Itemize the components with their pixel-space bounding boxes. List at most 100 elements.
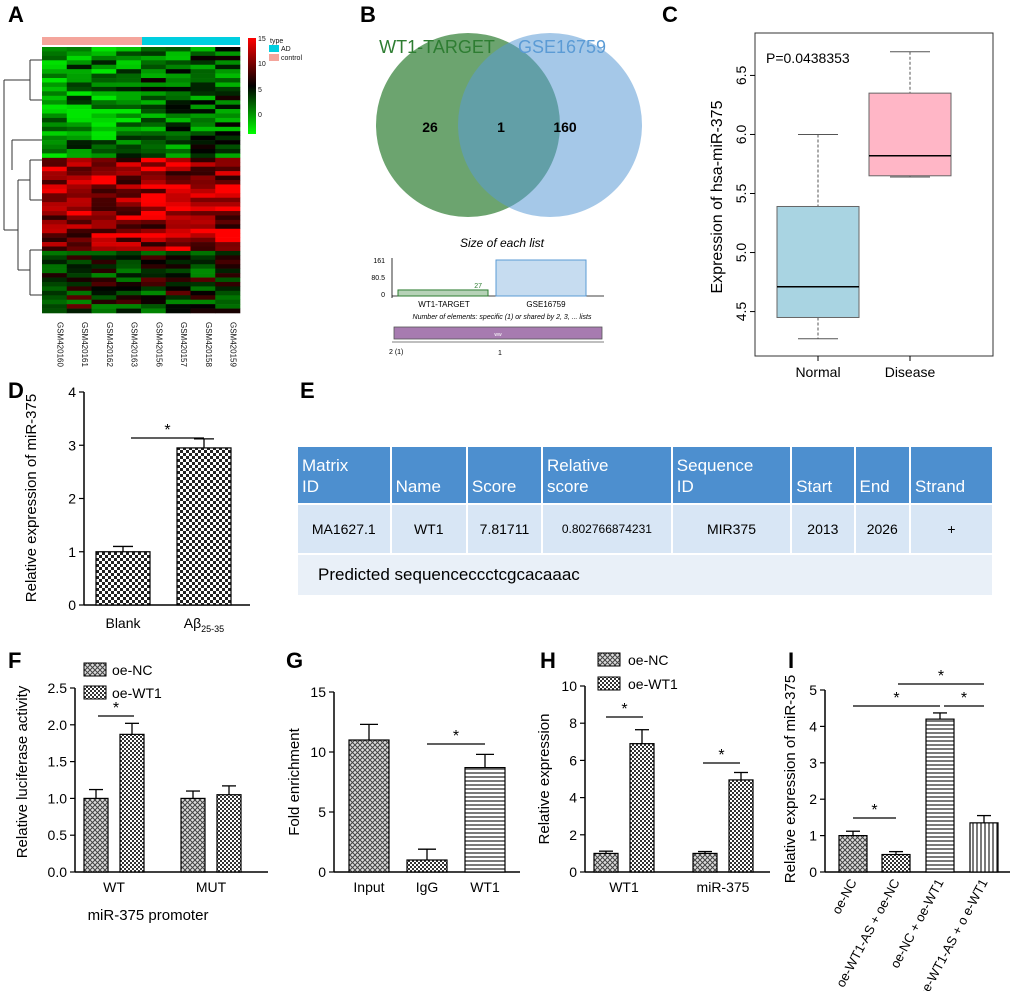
legend-swatch <box>597 652 621 667</box>
heatmap-cell <box>141 237 167 243</box>
heatmap-cell <box>190 100 216 105</box>
heatmap-cell <box>141 286 167 292</box>
heatmap-cell <box>165 273 191 278</box>
heatmap-cell <box>141 255 167 261</box>
y-tick-label: 0.0 <box>48 864 68 880</box>
heatmap-cell <box>141 273 167 278</box>
y-tick-label: 6.0 <box>733 125 749 145</box>
heatmap-cell <box>190 166 216 172</box>
bar-chart-f: 0.0 0.5 1.0 1.5 2.0 2.5 Relative luciferase ac… <box>14 662 268 924</box>
heatmap-cell <box>66 228 92 234</box>
heatmap-cell <box>42 126 68 132</box>
heatmap-cell <box>141 264 167 269</box>
sample-label: GSM420161 <box>80 322 89 367</box>
heatmap-cell <box>116 264 142 269</box>
heatmap-cell <box>141 104 167 110</box>
heatmap-cell <box>42 113 68 119</box>
panel-label-f: F <box>8 648 21 673</box>
heatmap-cell <box>141 144 167 150</box>
heatmap-cell <box>190 73 216 79</box>
th-end: End <box>855 447 912 503</box>
heatmap-cell <box>42 215 68 221</box>
y-tick-label: 3 <box>68 437 76 453</box>
heatmap-cell <box>190 295 216 300</box>
heatmap-cell <box>42 60 68 66</box>
heatmap-cell <box>215 162 241 167</box>
heatmap-cell <box>215 188 241 194</box>
heatmap-cell <box>215 264 241 269</box>
heatmap-cell <box>190 69 216 74</box>
heatmap-cell <box>165 180 191 185</box>
heatmap-cell <box>165 250 191 256</box>
heatmap-cell <box>190 86 216 92</box>
y-axis-label: Relative expression of miR-375 <box>782 675 799 883</box>
heatmap-cell <box>91 153 117 159</box>
heatmap-cell <box>190 273 216 278</box>
y-tick-label: 4 <box>809 718 817 734</box>
heatmap-cell <box>165 126 191 132</box>
heatmap-cell <box>66 100 92 105</box>
heatmap-cell <box>66 202 92 207</box>
scale-tick-5: 5 <box>258 87 262 94</box>
heatmap-cell <box>66 157 92 163</box>
heatmap-cell <box>141 197 167 203</box>
size-title: Size of each list <box>460 236 545 250</box>
heatmap-cell <box>91 290 117 296</box>
heatmap-cell <box>42 250 68 256</box>
heatmap-cell <box>116 308 142 314</box>
elements-bar-label: ww <box>494 332 502 338</box>
heatmap-cell <box>215 304 241 309</box>
x-tick-label: Input <box>353 879 384 895</box>
heatmap-cell <box>165 206 191 212</box>
y-tick-label: 4 <box>68 384 76 400</box>
heatmap-cell <box>66 64 92 70</box>
heatmap-cell <box>141 193 167 199</box>
y-axis-label: Relative luciferase activity <box>14 685 31 858</box>
heatmap-cell <box>165 69 191 74</box>
heatmap-cell <box>141 299 167 305</box>
y-tick-label: 0 <box>569 864 577 880</box>
heatmap-cell <box>165 82 191 88</box>
y-tick-label: 6.5 <box>733 65 749 85</box>
heatmap: GSM420160 GSM420161 GSM420162 GSM420163 GSM4… <box>3 36 302 367</box>
y-tick-label: 0 <box>318 864 326 880</box>
heatmap-cell <box>141 180 167 185</box>
heatmap-cell <box>66 224 92 230</box>
heatmap-cell <box>190 184 216 190</box>
heatmap-cell <box>190 104 216 110</box>
heatmap-cell <box>165 51 191 57</box>
heatmap-cell <box>190 286 216 292</box>
heatmap-cell <box>116 295 142 300</box>
elements-title: Number of elements: specific (1) or shar… <box>413 314 592 321</box>
heatmap-cell <box>165 197 191 203</box>
heatmap-cell <box>91 180 117 185</box>
heatmap-cell <box>116 304 142 309</box>
heatmap-cell <box>91 304 117 309</box>
heatmap-cell <box>116 131 142 136</box>
significance-star: * <box>621 701 627 718</box>
heatmap-cell <box>165 109 191 114</box>
heatmap-cell <box>141 78 167 83</box>
heatmap-cell <box>116 299 142 305</box>
bar <box>406 859 448 873</box>
heatmap-cell <box>66 286 92 292</box>
sample-label: GSM420156 <box>154 322 163 367</box>
heatmap-cell <box>215 117 241 123</box>
heatmap-cell <box>116 157 142 163</box>
y-tick-label: 2 <box>569 827 577 843</box>
bar-chart-g: 0 5 10 15 Fold enrichment Input IgG WT1 * <box>286 684 520 895</box>
heatmap-cell <box>116 215 142 221</box>
heatmap-cell <box>91 184 117 190</box>
heatmap-cell <box>42 47 68 52</box>
heatmap-cell <box>116 166 142 172</box>
heatmap-cell <box>91 224 117 230</box>
heatmap-cell <box>91 91 117 97</box>
y-tick-label: 1 <box>68 544 76 560</box>
heatmap-cell <box>91 295 117 300</box>
heatmap-cells <box>42 47 241 314</box>
heatmap-cell <box>116 140 142 145</box>
heatmap-cell <box>42 148 68 154</box>
heatmap-cell <box>165 78 191 83</box>
heatmap-cell <box>42 228 68 234</box>
heatmap-cell <box>165 144 191 150</box>
